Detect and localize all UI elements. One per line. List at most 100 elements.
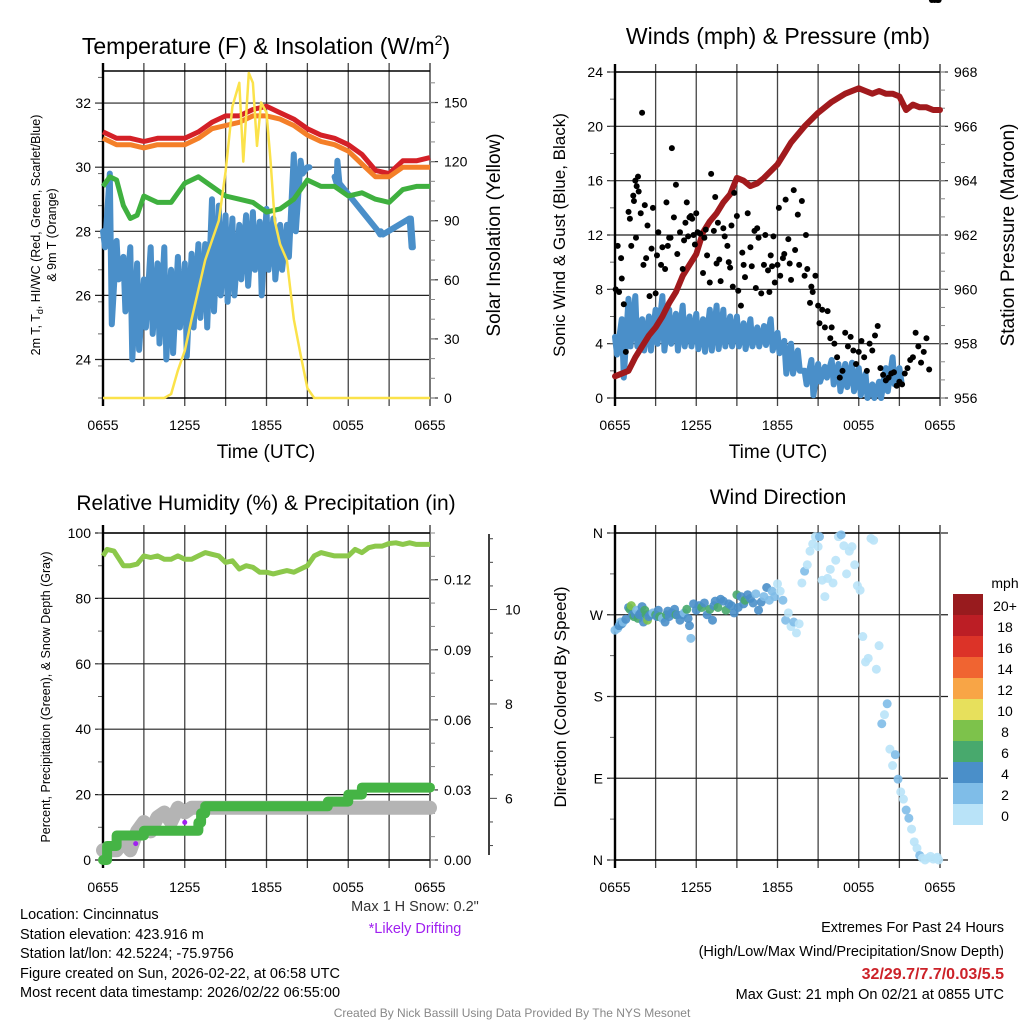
drifting-point <box>133 841 139 847</box>
x-tick-label: 0055 <box>333 879 364 895</box>
gust-point <box>935 0 942 3</box>
gust-point <box>740 261 747 268</box>
gust-point <box>807 299 813 306</box>
y-tick-label: 16 <box>587 173 603 189</box>
right-tick-label: 60 <box>444 272 460 288</box>
direction-point <box>713 602 723 612</box>
right-tick-label: 968 <box>954 64 978 80</box>
gust-point <box>853 361 860 368</box>
humidity-panel: Relative Humidity (%) & Precipitation (i… <box>39 492 521 895</box>
gust-point <box>702 226 709 233</box>
x-tick-label: 0655 <box>924 879 955 895</box>
direction-point <box>855 585 865 595</box>
gust-point <box>618 275 625 282</box>
direction-point <box>896 787 906 797</box>
gust-point <box>782 196 789 203</box>
temperature-title: Temperature (F) & Insolation (W/m2) <box>82 32 450 59</box>
y-tick-label: S <box>594 689 603 705</box>
right-tick-label: 964 <box>954 173 978 189</box>
direction-point <box>751 589 761 599</box>
gust-point <box>693 210 700 217</box>
gust-point <box>812 272 819 279</box>
gust-point <box>869 347 876 354</box>
direction-point <box>890 750 900 760</box>
gust-point <box>737 302 744 309</box>
direction-point <box>686 633 696 643</box>
direction-point <box>828 578 838 588</box>
gust-point <box>912 329 919 336</box>
direction-point <box>839 541 849 551</box>
y-tick-label: 12 <box>587 227 603 243</box>
drifting-point <box>182 819 188 825</box>
max-gust-text: Max Gust: 21 mph On 02/21 at 0855 UTC <box>735 987 1004 1003</box>
gust-point <box>685 233 692 240</box>
hiwc-series <box>100 151 313 363</box>
snow-tick-label: 6 <box>505 790 513 806</box>
wind-direction-panel: Wind Direction N E S W N 0655 1255 1855 0055 0655… <box>551 486 1019 895</box>
direction-point <box>901 805 911 815</box>
gust-point <box>724 242 731 249</box>
gust-point <box>733 212 740 219</box>
gust-point <box>815 302 822 309</box>
x-tick-label: 0055 <box>843 879 874 895</box>
gust-point <box>802 232 809 238</box>
gust-point <box>630 198 637 205</box>
x-tick-label: 1255 <box>681 879 712 895</box>
gust-point <box>641 202 648 209</box>
wind-x-label: Time (UTC) <box>729 442 828 463</box>
right-tick-label: 0.03 <box>444 782 471 798</box>
gust-point <box>847 333 854 340</box>
extremes-subtitle: (High/Low/Max Wind/Precipitation/Snow De… <box>698 944 1004 960</box>
direction-point <box>825 564 835 574</box>
colorbar-label: 0 <box>1001 808 1009 824</box>
gust-point <box>754 225 761 232</box>
gust-point <box>796 261 803 268</box>
gust-point <box>890 369 897 376</box>
gust-point <box>781 251 788 258</box>
x-tick-label: 0655 <box>599 879 630 895</box>
drifting-legend: *Likely Drifting <box>368 921 462 937</box>
right-tick-label: 150 <box>444 95 468 111</box>
gust-point <box>788 276 795 283</box>
wind-direction-plot-area: N E S W N 0655 1255 1855 0055 0655 <box>590 525 956 895</box>
direction-point <box>907 824 917 834</box>
gust-point <box>721 233 728 240</box>
colorbar-swatch <box>953 699 983 720</box>
gust-point <box>748 263 755 270</box>
wind-direction-title: Wind Direction <box>710 486 847 509</box>
direction-point <box>621 614 631 624</box>
gust-point <box>655 229 662 236</box>
direction-point <box>791 628 801 638</box>
colorbar-swatch <box>953 678 983 699</box>
direction-point <box>770 592 780 602</box>
gust-point <box>923 335 930 342</box>
y-tick-label: 20 <box>587 118 603 134</box>
direction-point <box>773 579 782 589</box>
direction-point <box>748 598 758 608</box>
direction-point <box>813 542 823 552</box>
x-tick-label: 0655 <box>414 417 445 433</box>
precipitation-line <box>98 782 435 865</box>
x-tick-label: 1855 <box>762 417 793 433</box>
direction-point <box>831 555 841 565</box>
gust-point <box>836 374 843 381</box>
gust-point <box>717 278 724 285</box>
gust-point <box>626 215 633 222</box>
gust-point <box>855 348 862 355</box>
td-line <box>100 174 430 221</box>
direction-point <box>794 619 804 629</box>
gust-point <box>874 323 881 330</box>
right-tick-label: 0.09 <box>444 642 471 658</box>
gust-point <box>616 289 623 296</box>
gust-point <box>670 214 677 221</box>
humidity-line <box>100 540 430 577</box>
gust-point <box>744 210 751 217</box>
direction-point <box>775 586 785 596</box>
gust-point <box>731 189 738 196</box>
gust-point <box>614 242 621 249</box>
direction-point <box>869 535 879 545</box>
gust-point <box>794 211 801 218</box>
direction-point <box>879 710 889 720</box>
gust-point <box>861 354 868 361</box>
gust-point <box>663 199 670 206</box>
